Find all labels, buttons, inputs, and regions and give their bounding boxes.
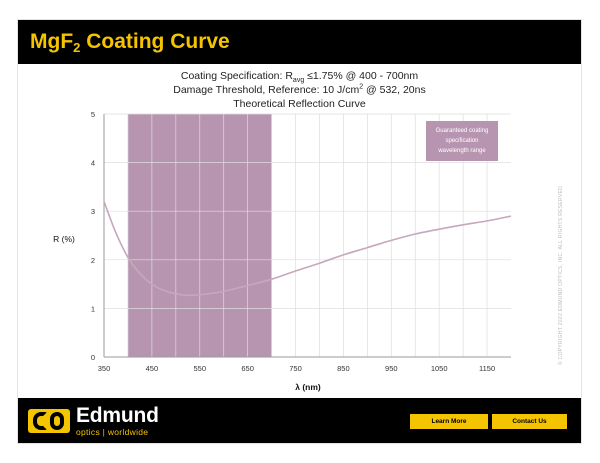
- x-tick-label: 450: [146, 364, 159, 373]
- x-tick-label: 1150: [479, 364, 495, 373]
- legend-label-line: specification: [445, 138, 478, 144]
- x-tick-label: 1050: [431, 364, 448, 373]
- legend-label-line: wavelength range: [437, 148, 486, 154]
- x-tick-label: 550: [194, 364, 207, 373]
- y-tick-label: 2: [91, 256, 95, 265]
- header-bar: MgF2 Coating Curve: [18, 20, 581, 64]
- brand-name[interactable]: Edmund: [76, 404, 159, 427]
- contact-us-button[interactable]: Contact Us: [492, 414, 567, 429]
- legend-box: [426, 121, 498, 161]
- chart-title: Theoretical Reflection Curve: [233, 98, 366, 110]
- y-tick-label: 5: [91, 110, 95, 119]
- x-tick-label: 750: [289, 364, 302, 373]
- reflection-chart: 350 450 550 650 750 850 950 1050 1150 0 1 2 3 4 5 λ (nm…: [53, 110, 512, 392]
- coating-curve-card: MgF2 Coating Curve Coating Specification…: [18, 20, 581, 443]
- footer-bar: Edmund optics | worldwide Learn More Con…: [18, 398, 581, 443]
- page-title: MgF2 Coating Curve: [30, 30, 230, 55]
- learn-more-button[interactable]: Learn More: [410, 414, 488, 429]
- y-axis-label: R (%): [53, 234, 75, 244]
- reflection-curve: [103, 201, 512, 297]
- y-tick-label: 1: [91, 304, 95, 313]
- x-axis-label: λ (nm): [295, 382, 321, 392]
- x-tick-label: 850: [337, 364, 350, 373]
- edmund-logo-icon[interactable]: [28, 409, 70, 433]
- x-tick-label: 950: [385, 364, 398, 373]
- x-tick-label: 650: [241, 364, 254, 373]
- y-tick-label: 3: [91, 207, 95, 216]
- damage-threshold: Damage Threshold, Reference: 10 J/cm2 @ …: [173, 83, 426, 97]
- brand-tagline: optics | worldwide: [76, 427, 149, 437]
- x-tick-label: 350: [98, 364, 111, 373]
- y-tick-label: 0: [91, 353, 95, 362]
- legend-label-line: Guaranteed coating: [436, 128, 489, 134]
- coating-specification: Coating Specification: Ravg ≤1.75% @ 400…: [180, 70, 419, 85]
- copyright-watermark: © COPYRIGHT 2022 EDMUND OPTICS, INC. ALL…: [558, 185, 564, 365]
- y-tick-label: 4: [91, 159, 95, 168]
